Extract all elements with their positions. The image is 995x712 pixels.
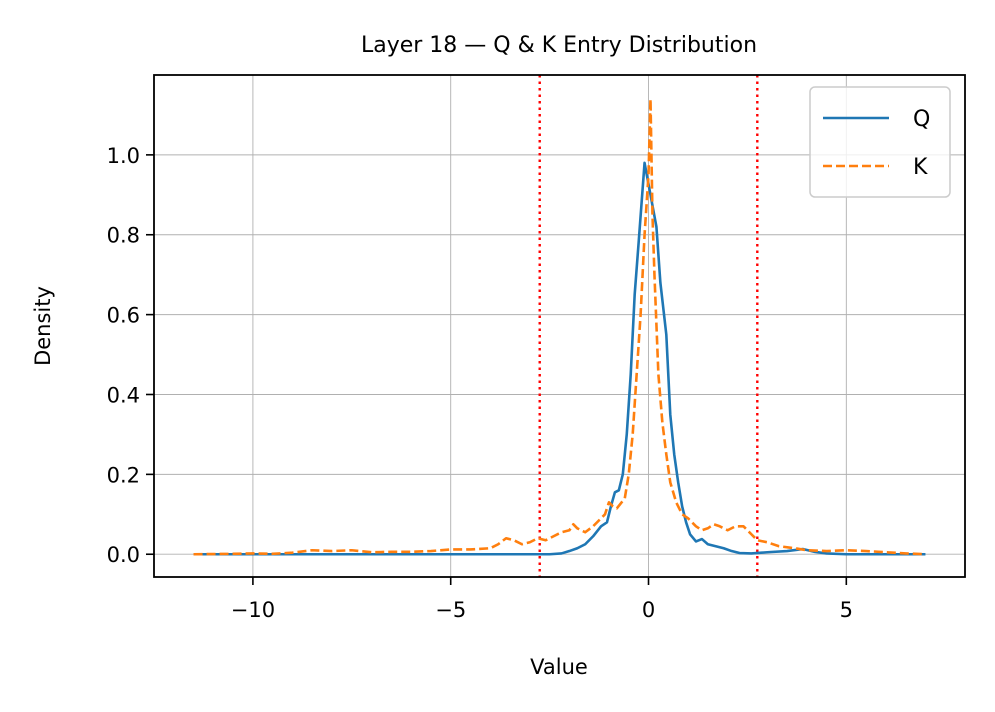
y-tick-label: 0.8 — [107, 224, 140, 248]
threshold-lines — [538, 75, 759, 577]
ticks: −10 −5 0 5 0.0 0.2 0.4 0.6 0.8 1.0 — [107, 144, 853, 622]
chart-title: Layer 18 — Q & K Entry Distribution — [361, 33, 757, 58]
y-axis-label: Density — [31, 286, 55, 366]
y-tick-label: 0.4 — [107, 383, 140, 407]
legend: Q K — [809, 86, 951, 198]
series-line-q — [193, 161, 926, 556]
legend-label-k: K — [913, 155, 928, 180]
y-tick-label: 0.0 — [107, 543, 140, 567]
y-tick-label: 0.6 — [107, 304, 140, 328]
x-tick-label: −5 — [435, 598, 466, 622]
legend-box — [809, 86, 951, 198]
legend-label-q: Q — [913, 107, 930, 132]
x-tick-label: 0 — [642, 598, 655, 622]
series-line-k — [193, 97, 926, 556]
y-tick-label: 0.2 — [107, 463, 140, 487]
series — [193, 97, 926, 556]
plot-frame — [153, 74, 966, 578]
y-tick-label: 1.0 — [107, 144, 140, 168]
x-axis-label: Value — [530, 655, 588, 679]
x-tick-label: −10 — [231, 598, 275, 622]
x-tick-label: 5 — [840, 598, 853, 622]
